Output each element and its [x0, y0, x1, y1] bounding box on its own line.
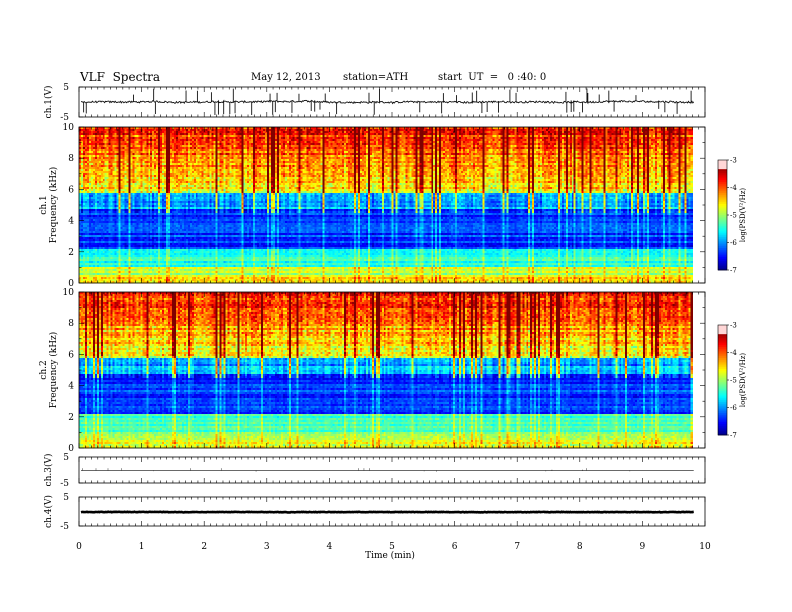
ch2-spectrogram-colorbar-label: log(PSD(V²/Hz) — [739, 353, 747, 408]
x-tick-label: 3 — [264, 542, 270, 552]
x-tick-label: 9 — [640, 542, 646, 552]
ch1-spectrogram-ylabel: ch.1 Frequency (kHz) — [39, 167, 59, 244]
ch2-spectrogram-ytick: 2 — [68, 413, 74, 423]
ch1-spectrogram-cells — [79, 127, 693, 283]
ch2-spectrogram-colorbar-tick: -3 — [730, 322, 737, 330]
ch2-spectrogram-cells — [79, 292, 693, 448]
ch1-spectrogram-ytick: 2 — [68, 248, 74, 258]
x-tick-label: 6 — [452, 542, 458, 552]
ch4-waveform-ylabel: ch.4(V) — [43, 495, 54, 528]
ch3-waveform-ytick: -5 — [60, 479, 69, 489]
ch2-spectrogram-colorbar-tick: -6 — [730, 404, 737, 412]
ch2-spectrogram-ytick: 0 — [68, 444, 74, 454]
ch1-spectrogram-colorbar-tick: -3 — [730, 157, 737, 165]
panel-ch1-waveform: 5 -5 ch.1(V) — [43, 83, 705, 123]
ch4-waveform-y-axis: 5 -5 — [60, 493, 83, 532]
x-tick-label: 7 — [514, 542, 520, 552]
ch1-spectrogram-ytick: 4 — [68, 217, 74, 227]
ch2-spectrogram-colorbar: -3 -4 -5 -6 -7 log(PSD(V²/Hz) — [718, 322, 747, 440]
ch1-spectrogram-colorbar-tick: -4 — [730, 184, 737, 192]
ch3-waveform-y-axis: 5 -5 — [60, 453, 83, 489]
ch2-spectrogram-ytick: 6 — [68, 350, 74, 360]
ch1-waveform-ytick: -5 — [60, 113, 69, 123]
ch1-waveform-ytick: 5 — [63, 83, 69, 93]
ch1-spectrogram-colorbar-tick: -7 — [730, 267, 737, 275]
ch1-waveform-y-axis: 5 -5 — [60, 83, 83, 123]
ch1-spectrogram-colorbar-tick: -5 — [730, 212, 737, 220]
ch3-waveform-ylabel: ch.3(V) — [43, 454, 54, 487]
ch1-spectrogram-ytick: 8 — [68, 154, 74, 164]
ch4-waveform-ytick: -5 — [60, 522, 69, 532]
ch1-spectrogram-ytick: 6 — [68, 185, 74, 195]
ch4-waveform-ytick: 5 — [63, 493, 69, 503]
ch2-spectrogram-ylabel: ch.2 Frequency (kHz) — [39, 332, 59, 409]
panel-ch4-waveform: 5 -5 ch.4(V) — [43, 493, 705, 532]
ch2-spectrogram-colorbar-tick: -5 — [730, 377, 737, 385]
ch3-waveform-ytick: 5 — [63, 453, 69, 463]
x-axis-label: Time (min) — [365, 550, 415, 561]
ch1-waveform-ylabel: ch.1(V) — [43, 86, 54, 119]
x-tick-label: 2 — [201, 542, 207, 552]
ch1-spectrogram-colorbar-tick: -6 — [730, 239, 737, 247]
svg-text:ch.1(V): ch.1(V) — [43, 86, 54, 119]
ch2-spectrogram-ytick: 4 — [68, 382, 74, 392]
x-tick-label: 4 — [327, 542, 333, 552]
x-tick-label: 1 — [139, 542, 145, 552]
ch2-spectrogram-ytick: 8 — [68, 319, 74, 329]
ch1-spectrogram-ytick: 10 — [63, 123, 75, 133]
panel-ch3-waveform: 5 -5 ch.3(V) — [43, 453, 705, 489]
panel-ch2-spectrogram: -3 -4 -5 -6 -7 log(PSD(V²/Hz) 0 2 4 6 8 10 ch.2 Frequ… — [39, 288, 747, 454]
ch3-waveform-line — [81, 470, 694, 472]
vlf-figure: 5 -5 ch.1(V) -3 -4 -5 -6 -7 log(PSD(V²/Hz) 0 2 4 6 8 1… — [0, 0, 792, 612]
x-tick-label: 10 — [699, 542, 711, 552]
ch4-waveform-line — [81, 512, 694, 513]
ch2-spectrogram-colorbar-tick: -7 — [730, 432, 737, 440]
ch2-spectrogram-colorbar-tick: -4 — [730, 349, 737, 357]
ch1-spectrogram-colorbar: -3 -4 -5 -6 -7 log(PSD(V²/Hz) — [718, 157, 747, 275]
ch2-spectrogram-ytick: 10 — [63, 288, 75, 298]
ch1-spectrogram-colorbar-label: log(PSD(V²/Hz) — [739, 188, 747, 243]
x-tick-label: 8 — [577, 542, 583, 552]
x-tick-label: 0 — [76, 542, 82, 552]
ch1-waveform-line — [81, 89, 694, 115]
